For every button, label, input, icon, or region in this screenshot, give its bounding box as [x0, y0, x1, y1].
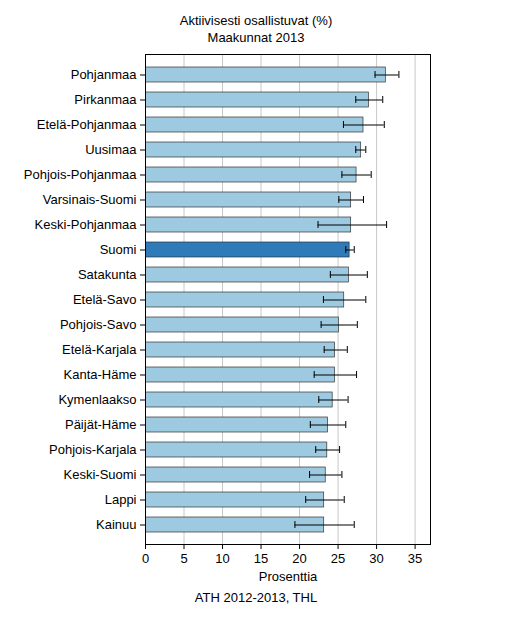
svg-text:Lappi: Lappi: [105, 492, 137, 507]
svg-text:Pohjois-Pohjanmaa: Pohjois-Pohjanmaa: [24, 167, 138, 182]
svg-text:Kainuu: Kainuu: [96, 517, 136, 532]
svg-text:Pohjanmaa: Pohjanmaa: [71, 67, 138, 82]
svg-text:Etelä-Pohjanmaa: Etelä-Pohjanmaa: [37, 117, 137, 132]
svg-text:30: 30: [369, 551, 383, 566]
svg-text:Uusimaa: Uusimaa: [85, 142, 137, 157]
svg-text:Suomi: Suomi: [100, 242, 137, 257]
svg-text:Satakunta: Satakunta: [78, 267, 137, 282]
svg-text:Pirkanmaa: Pirkanmaa: [74, 92, 137, 107]
svg-text:5: 5: [180, 551, 187, 566]
svg-text:Prosenttia: Prosenttia: [259, 569, 318, 584]
svg-text:Pohjois-Karjala: Pohjois-Karjala: [49, 442, 137, 457]
svg-text:0: 0: [142, 551, 149, 566]
html-text:Aktiivisesti osallistuvat (%): Aktiivisesti osallistuvat (%): [179, 13, 333, 28]
svg-text:10: 10: [215, 551, 229, 566]
svg-text:20: 20: [292, 551, 306, 566]
svg-text:Keski-Suomi: Keski-Suomi: [64, 467, 137, 482]
svg-text:Keski-Pohjanmaa: Keski-Pohjanmaa: [35, 217, 138, 232]
svg-text:35: 35: [408, 551, 422, 566]
svg-text:25: 25: [331, 551, 345, 566]
svg-text:Päijät-Häme: Päijät-Häme: [65, 417, 137, 432]
svg-text:15: 15: [254, 551, 268, 566]
svg-text:Etelä-Savo: Etelä-Savo: [73, 292, 137, 307]
svg-text:Varsinais-Suomi: Varsinais-Suomi: [43, 192, 137, 207]
svg-text:Kanta-Häme: Kanta-Häme: [64, 367, 137, 382]
svg-text:Pohjois-Savo: Pohjois-Savo: [60, 317, 137, 332]
html-text:ATH 2012-2013, THL: ATH 2012-2013, THL: [194, 590, 318, 605]
svg-text:Kymenlaakso: Kymenlaakso: [58, 392, 136, 407]
svg-text:Etelä-Karjala: Etelä-Karjala: [62, 342, 137, 357]
html-text:Maakunnat 2013: Maakunnat 2013: [207, 30, 305, 45]
